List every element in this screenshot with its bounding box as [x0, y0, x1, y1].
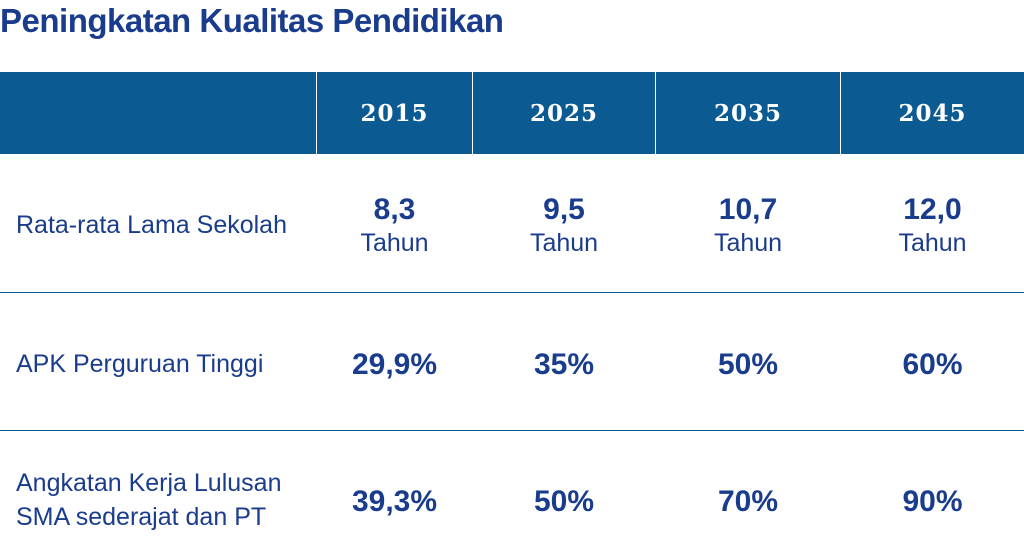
column-header-2035: 2035 [713, 99, 782, 127]
table-cell: 35% [533, 348, 595, 381]
column-header-2015: 2015 [360, 99, 429, 127]
table-cell: 60% [902, 348, 963, 381]
cell-value: 10,7 [718, 193, 778, 226]
table-cell: 90% [902, 485, 963, 518]
column-header-2045: 2045 [898, 99, 967, 127]
cell-unit: Tahun [898, 229, 967, 257]
column-header-2025: 2025 [529, 99, 598, 127]
cell-unit: Tahun [529, 229, 599, 257]
column-divider [316, 72, 317, 154]
column-divider [655, 72, 656, 154]
table-cell: 29,9% [351, 348, 438, 381]
page-title: Peningkatan Kualitas Pendidikan [0, 2, 504, 39]
row-label-apk-perguruan-tinggi: APK Perguruan Tinggi [16, 347, 263, 381]
row-label-line: APK Perguruan Tinggi [16, 350, 264, 378]
row-label-line: SMA sederajat dan PT [16, 503, 267, 531]
row-divider [0, 430, 1024, 431]
table-cell: 70% [717, 485, 779, 518]
cell-value: 8,3 [373, 193, 416, 226]
table-cell: 50% [533, 485, 595, 518]
row-label-line: Rata-rata Lama Sekolah [16, 211, 287, 239]
table-cell: 39,3% [351, 485, 438, 518]
table-cell: 9,5 Tahun [473, 192, 655, 258]
cell-unit: Tahun [713, 229, 783, 257]
table-cell: 10,7 Tahun [656, 192, 840, 258]
row-label-rata-rata-lama-sekolah: Rata-rata Lama Sekolah [16, 208, 287, 242]
cell-value: 9,5 [543, 193, 585, 226]
table-cell: 12,0 Tahun [841, 192, 1024, 258]
table-cell: 8,3 Tahun [317, 192, 472, 258]
table-header-row: 2015 2025 2035 2045 [0, 72, 1024, 154]
row-divider [0, 292, 1024, 293]
column-divider [472, 72, 473, 154]
table-cell: 50% [717, 348, 779, 381]
cell-unit: Tahun [360, 229, 429, 257]
row-label-angkatan-kerja: Angkatan Kerja Lulusan SMA sederajat dan… [16, 466, 281, 534]
column-divider [840, 72, 841, 154]
cell-value: 12,0 [903, 193, 962, 226]
row-label-line: Angkatan Kerja Lulusan [16, 469, 282, 497]
